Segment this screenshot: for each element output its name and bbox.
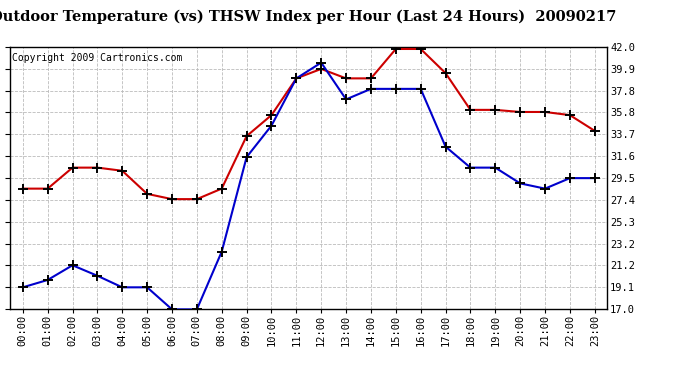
Text: Outdoor Temperature (vs) THSW Index per Hour (Last 24 Hours)  20090217: Outdoor Temperature (vs) THSW Index per …	[0, 9, 617, 24]
Text: Copyright 2009 Cartronics.com: Copyright 2009 Cartronics.com	[12, 54, 183, 63]
